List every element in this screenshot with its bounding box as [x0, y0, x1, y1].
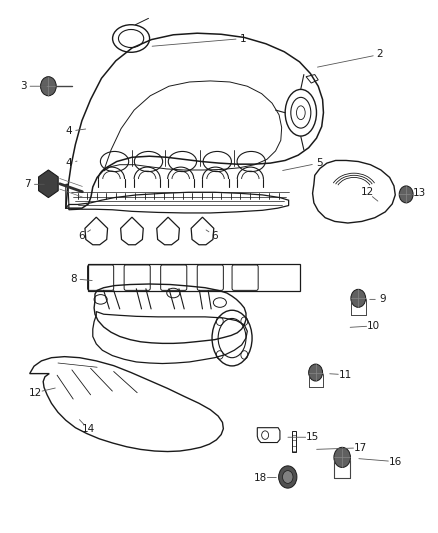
Text: 6: 6: [212, 231, 218, 241]
Text: 2: 2: [377, 50, 383, 59]
Text: 8: 8: [70, 273, 77, 284]
Text: 11: 11: [339, 370, 352, 379]
Text: 3: 3: [20, 81, 26, 91]
Text: 13: 13: [413, 188, 426, 198]
Circle shape: [334, 447, 350, 467]
Text: 12: 12: [360, 187, 374, 197]
Bar: [292, 431, 297, 452]
Text: 14: 14: [82, 424, 95, 434]
Text: 15: 15: [306, 432, 319, 442]
Circle shape: [283, 471, 293, 483]
Circle shape: [41, 77, 56, 96]
Circle shape: [399, 186, 413, 203]
Circle shape: [351, 289, 366, 308]
Text: 4: 4: [66, 158, 72, 168]
Text: 9: 9: [379, 294, 385, 304]
Text: 6: 6: [78, 231, 85, 241]
Text: 17: 17: [354, 443, 367, 453]
Text: 4: 4: [66, 126, 72, 136]
Text: 10: 10: [367, 321, 380, 331]
Circle shape: [279, 466, 297, 488]
Circle shape: [309, 364, 322, 381]
Text: 18: 18: [254, 473, 267, 482]
Polygon shape: [39, 170, 58, 198]
Text: 16: 16: [389, 457, 402, 466]
Text: 5: 5: [316, 158, 322, 168]
Text: 1: 1: [240, 34, 246, 44]
Text: 7: 7: [24, 179, 31, 189]
Bar: [88, 264, 300, 292]
Text: 12: 12: [29, 387, 42, 398]
